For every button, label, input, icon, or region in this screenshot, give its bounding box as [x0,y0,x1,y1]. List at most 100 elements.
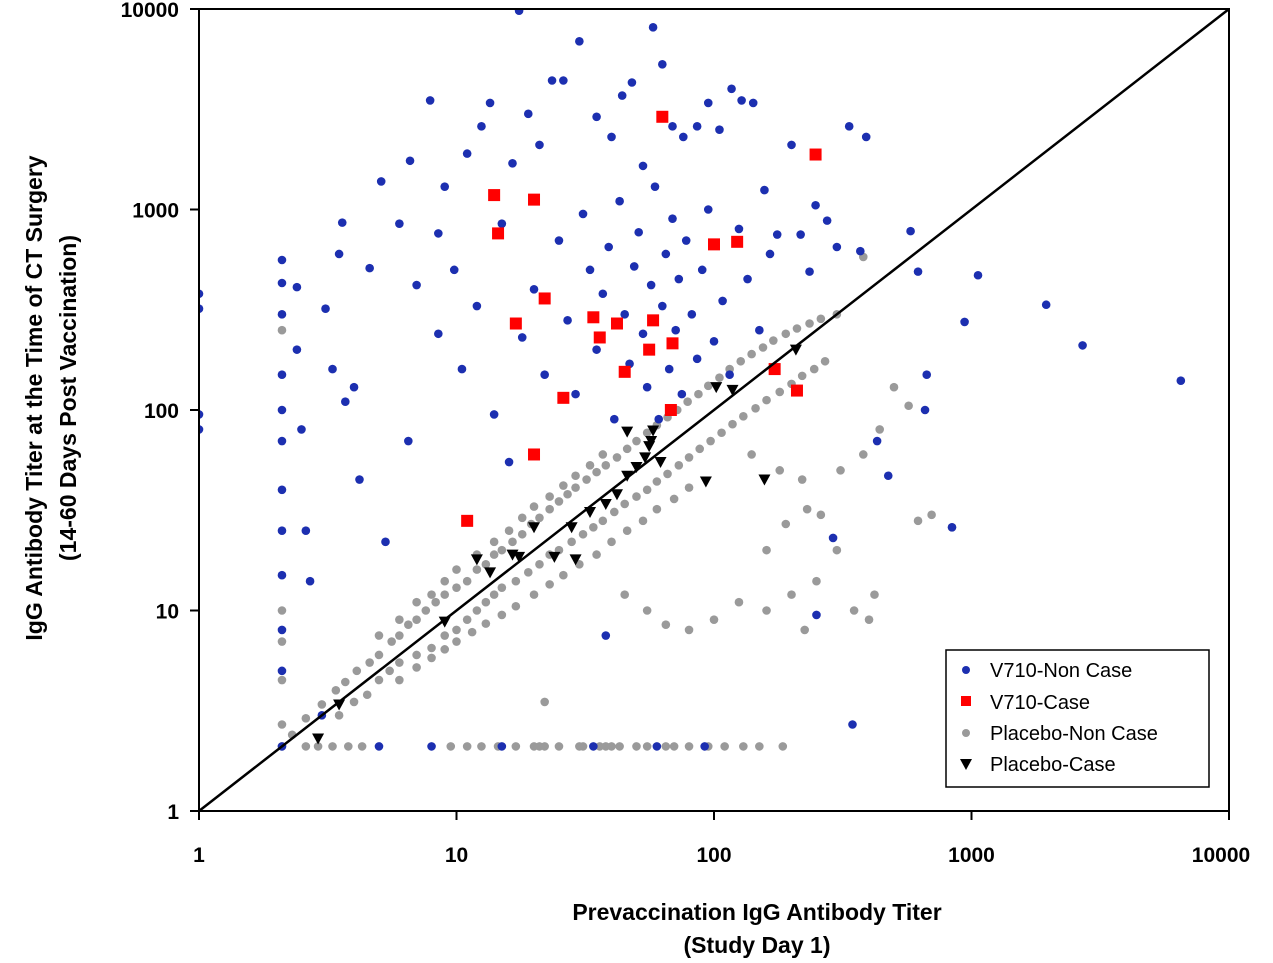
data-point [462,576,472,586]
data-point [638,329,648,339]
data-point [589,742,598,751]
data-point [523,568,533,577]
data-point [571,483,580,492]
data-point [654,414,664,424]
data-point [374,650,384,660]
data-point [816,510,826,520]
data-point [438,616,451,628]
data-point [617,91,627,100]
data-point [760,185,769,195]
data-point [809,364,819,374]
data-point [734,224,744,234]
data-point [642,742,652,751]
data-point [277,666,287,676]
data-point [199,425,204,434]
legend-marker-square-icon [961,696,971,706]
data-point [658,301,667,311]
data-point [681,236,691,245]
data-point [277,370,287,379]
data-point [947,522,957,532]
data-point [638,161,648,171]
data-point [517,333,527,342]
data-point [497,219,507,228]
data-point [765,249,775,259]
legend-label: Placebo-Non Case [990,723,1158,745]
data-point [563,489,572,499]
data-point [629,262,639,271]
data-point [467,627,477,637]
x-tick-label: 10 [445,844,468,867]
data-point [599,498,612,510]
y-tick-label: 100 [144,400,179,423]
data-point [277,675,287,685]
y-axis-title-line2: (14-60 Days Post Vaccination) [55,235,81,561]
x-tick-label: 10000 [1192,844,1250,867]
data-point [755,742,764,751]
data-point [277,606,287,615]
data-point [277,436,287,446]
data-point [547,76,557,85]
data-point [374,675,384,685]
data-point [639,452,652,464]
data-point [758,343,768,352]
data-point [352,666,362,676]
legend-marker-circle-icon [962,666,970,674]
data-point [535,140,544,150]
data-point [822,216,832,225]
data-point [404,436,413,446]
x-tick-label: 1 [193,844,205,867]
data-point [563,316,572,325]
data-point [816,314,826,324]
data-point [277,485,287,495]
data-point [578,529,588,539]
data-point [748,98,758,108]
data-point [277,720,287,729]
data-point [481,559,491,569]
data-point [548,551,561,563]
data-point [412,597,421,607]
data-point [559,481,568,490]
data-point [470,554,483,566]
data-point [872,436,882,446]
data-point [615,742,624,751]
data-point [434,229,443,238]
data-point [517,513,527,523]
data-point [488,189,501,202]
data-point [554,497,564,506]
data-point [692,121,702,131]
data-point [540,370,549,379]
data-point [762,606,771,615]
data-point [610,489,623,501]
data-point [656,110,669,123]
data-point [634,227,643,237]
data-point [805,319,814,328]
data-point [557,391,570,404]
data-point [431,597,440,607]
data-point [592,345,601,354]
y-axis-title-line1: IgG Antibody Titer at the Time of CT Sur… [21,155,47,640]
data-point [277,255,287,265]
data-point [709,337,719,346]
data-point [663,469,672,479]
data-point [718,296,727,306]
x-tick-label: 100 [696,844,731,867]
data-point [301,742,311,751]
data-point [341,677,350,687]
data-point [755,325,764,335]
data-point [427,653,436,663]
data-point [684,483,694,492]
data-point [781,329,791,339]
data-point [559,570,568,580]
data-point [739,742,748,751]
data-point [461,514,474,527]
data-point [538,292,551,305]
data-point [739,412,748,421]
data-point [703,205,713,214]
y-tick-label: 10000 [121,0,179,22]
data-point [593,331,606,344]
data-point [598,289,608,299]
data-point [545,504,554,514]
data-point [540,742,549,751]
data-point [497,610,507,620]
data-point [477,121,486,131]
